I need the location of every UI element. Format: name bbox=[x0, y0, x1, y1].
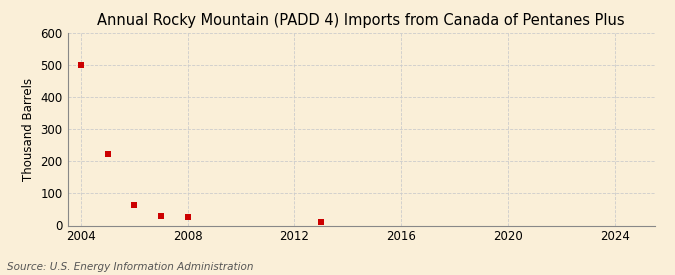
Point bbox=[76, 63, 86, 67]
Point bbox=[129, 203, 140, 207]
Point bbox=[182, 215, 193, 220]
Title: Annual Rocky Mountain (PADD 4) Imports from Canada of Pentanes Plus: Annual Rocky Mountain (PADD 4) Imports f… bbox=[97, 13, 625, 28]
Y-axis label: Thousand Barrels: Thousand Barrels bbox=[22, 78, 35, 181]
Point bbox=[155, 214, 166, 218]
Text: Source: U.S. Energy Information Administration: Source: U.S. Energy Information Administ… bbox=[7, 262, 253, 272]
Point bbox=[102, 152, 113, 156]
Point bbox=[316, 220, 327, 224]
